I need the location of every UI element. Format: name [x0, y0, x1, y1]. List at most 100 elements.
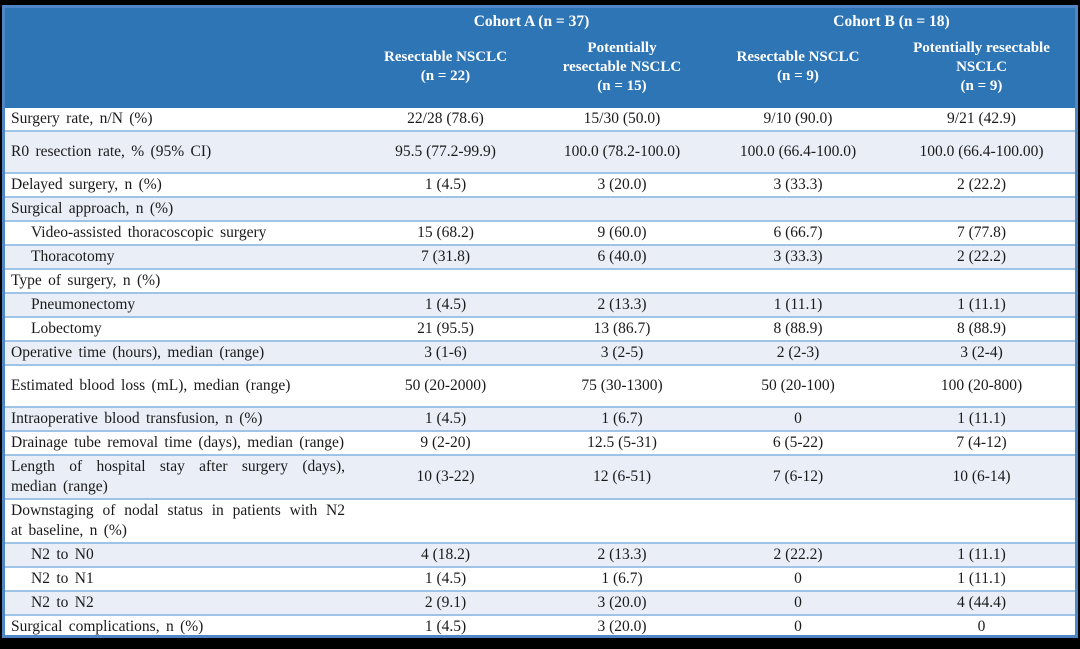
row-value: 1 (4.5): [424, 176, 467, 193]
row-label: Drainage tube removal time (days), media…: [11, 434, 345, 451]
table-row: Drainage tube removal time (days), media…: [5, 430, 1075, 454]
row-value: 7 (4-12): [956, 434, 1007, 451]
table-row: Pneumonectomy 1 (4.5) 2 (13.3) 1 (11.1) 1 (1…: [5, 292, 1075, 316]
row-value: 6 (66.7): [773, 224, 823, 241]
row-label: Intraoperative blood transfusion, n (%): [11, 410, 263, 427]
row-value: 3 (20.0): [597, 176, 647, 193]
row-value: 6 (40.0): [597, 248, 647, 265]
row-value: 15/30 (50.0): [583, 110, 661, 127]
row-label: Delayed surgery, n (%): [11, 176, 162, 193]
row-value: 7 (31.8): [420, 248, 471, 265]
row-value: 21 (95.5): [417, 320, 474, 337]
row-value: 9/10 (90.0): [763, 110, 833, 127]
column-header-resectable-b: Resectable NSCLC (n = 9): [736, 49, 860, 84]
row-value: [355, 280, 536, 282]
row-value: 3 (33.3): [773, 176, 823, 193]
row-value: 10 (6-14): [952, 468, 1011, 485]
cohort-b-header: Cohort B (n = 18): [833, 13, 950, 30]
row-value: [708, 280, 888, 282]
row-value: [888, 208, 1075, 210]
row-value: 7 (77.8): [956, 224, 1007, 241]
row-label: Pneumonectomy: [31, 296, 136, 313]
row-label: Operative time (hours), median (range): [11, 344, 265, 361]
table-row: Operative time (hours), median (range) 3 …: [5, 340, 1075, 364]
row-value: 1 (11.1): [957, 296, 1006, 313]
column-header-potentially-resectable-a: Potentially resectable NSCLC (n = 15): [562, 39, 682, 94]
table-row: Video-assisted thoracoscopic surgery 15 (…: [5, 220, 1075, 244]
row-value: 0: [794, 410, 802, 427]
row-label: Thoracotomy: [31, 248, 115, 265]
row-value: 8 (88.9): [773, 320, 823, 337]
row-value: 3 (20.0): [597, 618, 647, 635]
table-row: N2 to N0 4 (18.2) 2 (13.3) 2 (22.2) 1 (11.1): [5, 542, 1075, 566]
row-value: 2 (22.2): [773, 546, 823, 563]
column-header-row: Resectable NSCLC (n = 22) Potentially re…: [5, 33, 1075, 108]
row-value: 95.5 (77.2-99.9): [395, 143, 496, 160]
row-value: 15 (68.2): [417, 224, 474, 241]
table-row: Surgical approach, n (%): [5, 196, 1075, 220]
table-row: R0 resection rate, % (95% CI) 95.5 (77.2-…: [5, 130, 1075, 172]
row-value: 6 (5-22): [772, 434, 824, 451]
row-label: Surgery rate, n/N (%): [11, 110, 153, 127]
row-value: 2 (9.1): [424, 594, 467, 611]
row-value: 100.0 (66.4-100.0): [739, 143, 857, 160]
row-value: 3 (20.0): [597, 594, 647, 611]
row-label: N2 to N0: [31, 546, 94, 563]
row-value: 7 (6-12): [772, 468, 824, 485]
row-value: [708, 208, 888, 210]
row-value: 1 (11.1): [957, 410, 1006, 427]
row-value: [888, 520, 1075, 522]
row-value: 1 (4.5): [424, 296, 467, 313]
row-value: 1 (4.5): [424, 618, 467, 635]
row-value: 9/21 (42.9): [947, 110, 1016, 127]
column-header-resectable-a: Resectable NSCLC (n = 22): [384, 49, 507, 84]
row-value: 3 (2-4): [960, 344, 1003, 361]
table-row: Lobectomy 21 (95.5) 13 (86.7) 8 (88.9) 8 (88…: [5, 316, 1075, 340]
row-value: 12 (6-51): [592, 468, 652, 485]
row-value: [355, 520, 536, 522]
row-value: 100.0 (78.2-100.0): [563, 143, 681, 160]
row-label: Length of hospital stay after surgery (d…: [11, 458, 345, 495]
table-row: Estimated blood loss (mL), median (range…: [5, 364, 1075, 406]
row-label: Estimated blood loss (mL), median (range…: [11, 377, 291, 394]
row-value: 2 (2-3): [776, 344, 820, 361]
row-value: 1 (4.5): [424, 570, 467, 587]
row-value: 3 (1-6): [424, 344, 467, 361]
table-row: N2 to N1 1 (4.5) 1 (6.7) 0 1 (11.1): [5, 566, 1075, 590]
row-label: Video-assisted thoracoscopic surgery: [31, 224, 267, 241]
table-row: N2 to N2 2 (9.1) 3 (20.0) 0 4 (44.4): [5, 590, 1075, 614]
row-value: 4 (44.4): [956, 594, 1007, 611]
row-value: 1 (4.5): [424, 410, 467, 427]
table-header: Cohort A (n = 37) Cohort B (n = 18) Rese…: [5, 8, 1075, 108]
row-label: N2 to N1: [31, 570, 94, 587]
row-value: 0: [794, 594, 802, 611]
table-body: Surgery rate, n/N (%) 22/28 (78.6) 15/30 (…: [5, 108, 1075, 638]
row-value: 100 (20-800): [940, 377, 1023, 394]
table-row: Delayed surgery, n (%) 1 (4.5) 3 (20.0) 3 (…: [5, 172, 1075, 196]
row-value: [888, 280, 1075, 282]
row-value: 75 (30-1300): [581, 377, 663, 394]
row-label: Type of surgery, n (%): [11, 272, 161, 289]
row-value: 22/28 (78.6): [407, 110, 484, 127]
row-value: 9 (60.0): [597, 224, 647, 241]
row-label: R0 resection rate, % (95% CI): [11, 143, 212, 160]
row-value: 2 (22.2): [956, 176, 1007, 193]
table-row: Thoracotomy 7 (31.8) 6 (40.0) 3 (33.3) 2 (22…: [5, 244, 1075, 268]
column-header-potentially-resectable-b: Potentially resectable NSCLC (n = 9): [913, 39, 1050, 94]
surgical-outcomes-table: Cohort A (n = 37) Cohort B (n = 18) Rese…: [2, 5, 1078, 638]
row-label: N2 to N2: [31, 594, 94, 611]
table-row: Intraoperative blood transfusion, n (%) 1…: [5, 406, 1075, 430]
row-value: 13 (86.7): [593, 320, 651, 337]
row-value: 100.0 (66.4-100.00): [919, 143, 1044, 160]
row-value: 1 (6.7): [601, 570, 643, 587]
table-row: Downstaging of nodal status in patients …: [5, 498, 1075, 542]
row-value: [536, 208, 708, 210]
row-value: 4 (18.2): [420, 546, 471, 563]
row-value: 3 (33.3): [773, 248, 823, 265]
row-value: 1 (11.1): [957, 570, 1006, 587]
row-value: 3 (2-5): [600, 344, 644, 361]
cohort-a-header: Cohort A (n = 37): [473, 13, 590, 30]
row-label: Downstaging of nodal status in patients …: [11, 502, 345, 539]
row-value: 2 (22.2): [956, 248, 1007, 265]
row-label: Lobectomy: [31, 320, 102, 337]
